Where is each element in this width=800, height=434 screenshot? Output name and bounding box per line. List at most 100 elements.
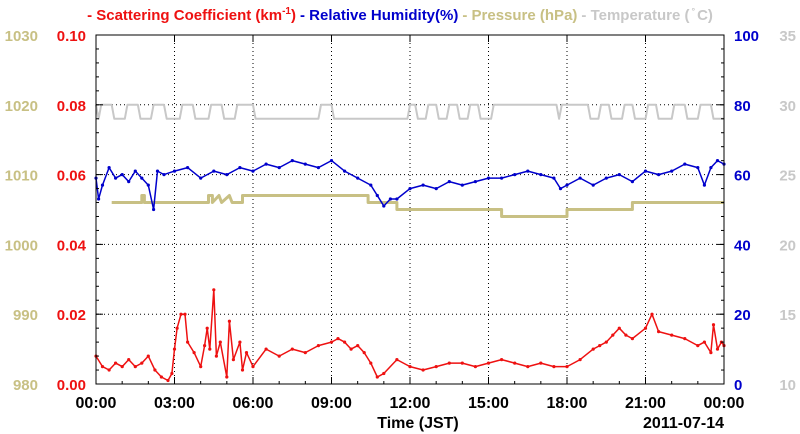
- humidity-point-32: [395, 197, 399, 201]
- scattering-point-76: [709, 351, 713, 355]
- grid-lines: [96, 35, 724, 384]
- humidity-point-50: [617, 173, 621, 177]
- scattering-point-62: [591, 347, 595, 351]
- humidity-point-7: [133, 169, 137, 173]
- scattering-point-63: [598, 344, 602, 348]
- scattering-point-17: [186, 340, 190, 344]
- humidity-point-12: [162, 173, 166, 177]
- scattering-point-16: [183, 312, 187, 316]
- x-tick-label-8: 00:00: [704, 395, 745, 412]
- scattering-point-40: [343, 340, 347, 344]
- humidity-point-10: [152, 207, 156, 212]
- humidity-point-29: [375, 193, 379, 198]
- scattering-point-64: [604, 340, 608, 344]
- scattering-point-29: [238, 340, 242, 344]
- x-tick-label-1: 03:00: [154, 395, 195, 412]
- humidity-point-37: [460, 183, 464, 187]
- legend-item-1: - Relative Humidity(%): [300, 7, 459, 24]
- series-line-temperature: [95, 103, 724, 120]
- scattering-point-42: [356, 344, 360, 348]
- scattering-point-35: [290, 347, 294, 351]
- scattering-point-77: [711, 323, 716, 327]
- temperature-tick-label-4: 30: [779, 98, 796, 115]
- humidity-point-43: [539, 173, 543, 177]
- scattering-tick-label-3: 0.06: [57, 168, 86, 185]
- scattering-tick-label-0: 0.00: [57, 377, 86, 394]
- scattering-point-33: [264, 347, 268, 351]
- humidity-point-31: [388, 197, 392, 201]
- humidity-point-6: [127, 180, 131, 184]
- humidity-point-39: [486, 176, 491, 180]
- humidity-point-23: [303, 162, 307, 166]
- scattering-tick-label-1: 0.02: [57, 307, 86, 324]
- date-label: 2011-07-14: [643, 415, 724, 432]
- humidity-point-42: [526, 169, 530, 173]
- scattering-point-71: [657, 330, 661, 334]
- scattering-point-53: [473, 365, 477, 369]
- humidity-point-9: [146, 183, 150, 187]
- x-tick-label-6: 18:00: [547, 395, 588, 412]
- scattering-point-8: [146, 354, 150, 358]
- scattering-point-43: [362, 351, 366, 355]
- x-tick-label-2: 06:00: [233, 395, 274, 412]
- scattering-point-20: [203, 344, 207, 348]
- scattering-point-68: [630, 337, 635, 341]
- humidity-point-48: [591, 183, 595, 187]
- humidity-tick-label-4: 80: [734, 98, 751, 115]
- scattering-point-30: [240, 368, 245, 372]
- scattering-point-70: [650, 312, 654, 316]
- scattering-point-1: [100, 365, 105, 369]
- temperature-tick-label-1: 15: [779, 307, 796, 324]
- scattering-point-25: [218, 340, 222, 344]
- humidity-point-3: [107, 166, 111, 170]
- humidity-tick-label-2: 40: [734, 237, 751, 254]
- scattering-point-4: [120, 365, 124, 369]
- pressure-tick-label-1: 990: [13, 307, 38, 324]
- series-line-pressure: [111, 194, 724, 218]
- scattering-point-9: [153, 368, 157, 372]
- scattering-point-3: [114, 361, 118, 365]
- x-tick-label-4: 12:00: [390, 395, 431, 412]
- humidity-point-34: [421, 183, 425, 187]
- x-tick-label-5: 15:00: [468, 395, 509, 412]
- scattering-tick-label-4: 0.08: [57, 98, 86, 115]
- scattering-point-57: [526, 365, 530, 369]
- humidity-tick-label-1: 20: [734, 307, 751, 324]
- scattering-point-50: [434, 365, 438, 369]
- scattering-point-26: [225, 375, 229, 379]
- scattering-point-46: [382, 371, 386, 376]
- scattering-point-18: [192, 351, 196, 355]
- temperature-tick-label-0: 10: [779, 377, 796, 394]
- scattering-point-7: [140, 361, 144, 365]
- humidity-point-13: [172, 169, 177, 173]
- humidity-point-14: [186, 166, 190, 170]
- chart-legend: - Scattering Coefficient (km-1) - Relativ…: [0, 6, 800, 24]
- x-axis-title: Time (JST): [377, 415, 459, 432]
- scattering-point-47: [395, 358, 399, 362]
- scattering-point-36: [303, 351, 307, 355]
- scattering-point-51: [447, 361, 451, 365]
- scattering-point-28: [231, 358, 235, 362]
- humidity-point-40: [500, 176, 504, 180]
- temperature-tick-label-3: 25: [779, 168, 796, 185]
- humidity-tick-label-0: 0: [734, 377, 742, 394]
- humidity-point-16: [212, 169, 216, 173]
- scattering-point-58: [539, 361, 543, 365]
- pressure-tick-label-4: 1020: [5, 98, 38, 115]
- humidity-point-26: [343, 169, 347, 173]
- scattering-point-39: [336, 337, 340, 341]
- humidity-point-8: [140, 176, 144, 180]
- humidity-point-5: [120, 173, 124, 177]
- humidity-point-49: [604, 176, 608, 180]
- scattering-point-37: [316, 344, 320, 348]
- humidity-point-20: [264, 162, 268, 166]
- legend-item-0: - Scattering Coefficient (km-1): [87, 6, 296, 24]
- scattering-point-75: [702, 340, 707, 344]
- humidity-point-24: [316, 166, 320, 170]
- humidity-point-15: [199, 176, 203, 180]
- humidity-point-36: [447, 180, 451, 184]
- scattering-point-13: [172, 347, 177, 351]
- scattering-point-22: [208, 347, 212, 351]
- scattering-tick-label-5: 0.10: [57, 28, 86, 45]
- scattering-point-56: [513, 361, 517, 365]
